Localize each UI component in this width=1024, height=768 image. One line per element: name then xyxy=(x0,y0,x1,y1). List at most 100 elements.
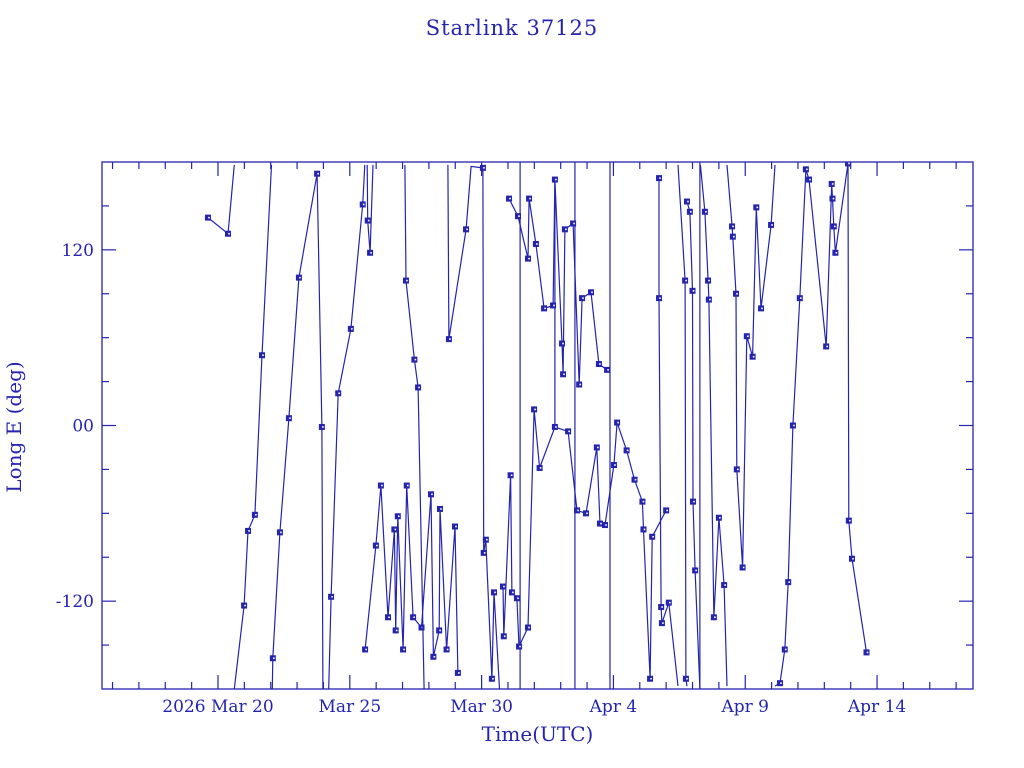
data-point-marker xyxy=(749,353,756,360)
data-point-marker-dot xyxy=(528,626,530,629)
data-point-marker-dot xyxy=(652,535,654,538)
data-point-marker-dot xyxy=(747,335,749,338)
data-point-marker-dot xyxy=(643,528,646,531)
data-point-marker-dot xyxy=(650,677,652,680)
data-point-marker-dot xyxy=(834,225,836,228)
data-point-marker xyxy=(454,669,461,676)
data-point-marker-dot xyxy=(617,421,619,424)
data-point-marker xyxy=(508,589,515,596)
data-point-marker-dot xyxy=(563,373,565,376)
data-point-marker-dot xyxy=(492,677,494,680)
data-point-marker xyxy=(328,593,335,600)
data-point-marker xyxy=(806,176,813,183)
data-point-marker xyxy=(729,223,736,230)
data-point-marker xyxy=(394,513,401,520)
data-point-marker-dot xyxy=(573,222,575,225)
data-point-marker xyxy=(665,599,672,606)
data-point-marker-dot xyxy=(317,172,319,175)
data-point-marker-dot xyxy=(666,509,668,512)
data-point-marker xyxy=(583,510,590,517)
data-point-marker xyxy=(251,511,258,518)
data-point-marker xyxy=(710,614,717,621)
data-point-marker xyxy=(443,646,450,653)
data-point-marker xyxy=(347,325,354,332)
data-point-marker-dot xyxy=(642,500,645,503)
data-point-marker xyxy=(314,170,321,177)
data-point-marker-dot xyxy=(599,363,601,365)
data-point-marker-dot xyxy=(512,591,514,594)
track-line xyxy=(677,164,688,687)
data-point-marker-dot xyxy=(809,178,811,181)
data-point-marker-dot xyxy=(835,251,838,254)
data-point-marker xyxy=(225,230,232,237)
data-point-marker-dot xyxy=(686,677,688,680)
data-point-marker xyxy=(269,655,276,662)
data-point-marker xyxy=(733,290,740,297)
data-point-marker xyxy=(682,675,689,682)
data-point-marker xyxy=(701,208,708,215)
data-point-marker xyxy=(733,466,740,473)
data-point-marker-dot xyxy=(433,655,436,658)
data-point-marker-dot xyxy=(322,426,324,428)
x-axis-ticks: 2026 Mar 20 Mar 25 Mar 30 Apr 4 Apr 9 Apr 14 xyxy=(111,162,957,717)
data-point-marker-dot xyxy=(370,251,372,254)
data-point-marker xyxy=(463,226,470,233)
data-point-marker xyxy=(480,549,487,556)
data-point-marker xyxy=(845,162,852,167)
data-point-marker-dot xyxy=(517,597,519,600)
data-point-marker xyxy=(482,536,489,543)
data-point-marker xyxy=(364,217,371,224)
data-point-marker-dot xyxy=(248,530,250,532)
data-point-marker-dot xyxy=(395,629,398,632)
data-point-marker-dot xyxy=(771,224,773,226)
data-point-marker-dot xyxy=(732,225,734,228)
data-point-marker-dot xyxy=(509,197,511,200)
data-point-marker-dot xyxy=(414,358,417,361)
data-point-marker xyxy=(576,381,583,388)
data-point-marker xyxy=(445,336,452,343)
data-point-marker-dot xyxy=(553,304,555,307)
data-point-marker-dot xyxy=(565,228,567,231)
data-point-marker-dot xyxy=(848,162,850,165)
data-point-marker xyxy=(436,627,443,634)
data-point-marker xyxy=(574,507,581,514)
data-point-marker xyxy=(658,604,665,611)
data-point-marker xyxy=(570,220,577,227)
data-point-marker xyxy=(400,646,407,653)
data-point-marker-dot xyxy=(597,446,599,449)
data-point-marker-dot xyxy=(273,657,275,660)
data-point-marker-dot xyxy=(431,493,433,496)
data-point-marker xyxy=(796,295,803,302)
data-point-marker-dot xyxy=(529,197,531,200)
data-point-marker-dot xyxy=(367,219,370,222)
data-point-marker xyxy=(743,333,750,340)
data-point-marker xyxy=(500,633,507,640)
data-point-marker xyxy=(335,390,342,397)
data-point-marker-dot xyxy=(519,645,521,648)
data-point-marker xyxy=(561,226,568,233)
data-point-marker-dot xyxy=(709,298,711,301)
data-point-marker-dot xyxy=(756,206,759,209)
data-point-marker xyxy=(392,627,399,634)
data-point-marker xyxy=(785,579,792,586)
data-point-marker xyxy=(536,464,543,471)
data-point-marker xyxy=(551,423,558,430)
data-point-marker-dot xyxy=(338,392,341,395)
track-line xyxy=(207,164,235,235)
x-tick-label: Mar 30 xyxy=(450,697,513,717)
data-point-marker xyxy=(491,589,498,596)
data-point-marker xyxy=(863,649,870,656)
data-point-marker-dot xyxy=(659,177,661,179)
data-point-marker-dot xyxy=(693,500,695,503)
data-point-marker xyxy=(513,595,520,602)
data-point-marker-dot xyxy=(831,183,834,185)
data-point-marker-dot xyxy=(692,290,695,292)
data-point-marker-dot xyxy=(299,276,301,279)
data-point-marker-dot xyxy=(659,297,661,299)
data-point-marker xyxy=(525,624,532,631)
data-point-marker-dot xyxy=(586,512,588,515)
data-point-marker xyxy=(579,295,586,302)
data-point-marker xyxy=(367,249,374,256)
data-point-marker-dot xyxy=(849,519,851,522)
